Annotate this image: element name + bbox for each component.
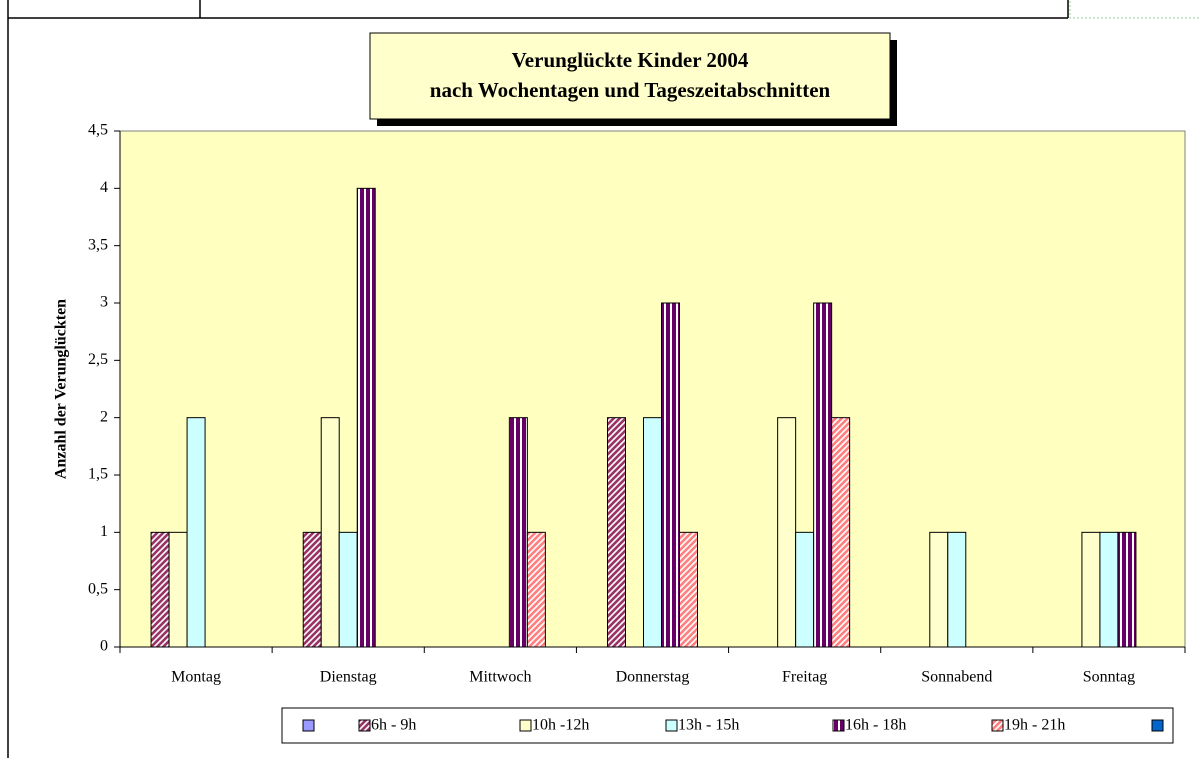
y-tick-label: 1,5 (88, 466, 108, 483)
bar (338, 531, 358, 648)
legend-label: 19h - 21h (1004, 717, 1065, 734)
bar (795, 531, 815, 648)
bar (356, 187, 376, 648)
bar (643, 417, 662, 648)
bar (929, 531, 949, 648)
legend-swatch (991, 719, 1004, 732)
bar (1081, 531, 1101, 648)
x-tick-label: Donnerstag (616, 669, 690, 686)
y-tick-label: 3,5 (88, 236, 108, 253)
bar (607, 417, 626, 648)
bar (186, 417, 206, 648)
y-tick-label: 3 (100, 294, 108, 311)
y-tick-label: 4,5 (88, 122, 108, 139)
legend-label: 13h - 15h (678, 717, 739, 734)
bar (320, 417, 340, 648)
legend-swatch (302, 719, 315, 732)
legend-swatch (665, 719, 678, 732)
title-box (369, 32, 891, 120)
y-tick-label: 1 (100, 523, 108, 540)
legend-label: 10h -12h (532, 717, 589, 734)
bar (813, 302, 833, 648)
chart-title: nach Wochentagen und Tageszeitabschnitte… (430, 78, 831, 102)
bar (661, 302, 680, 648)
bar (831, 417, 851, 648)
sheet-frame (7, 0, 1200, 758)
legend-label: 6h - 9h (371, 717, 416, 734)
legend-label: 16h - 18h (845, 717, 906, 734)
y-tick-label: 2,5 (88, 351, 108, 368)
bar (302, 531, 322, 648)
legend-swatch (1151, 719, 1164, 732)
legend-swatch (358, 719, 371, 732)
legend-swatch (519, 719, 532, 732)
bar (777, 417, 797, 648)
y-tick-label: 0,5 (88, 580, 108, 597)
x-tick-label: Sonnabend (921, 669, 992, 686)
y-axis-label: Anzahl der Verunglückten (53, 299, 70, 479)
bar (679, 531, 698, 648)
bar (150, 531, 170, 648)
x-tick-label: Dienstag (320, 669, 377, 686)
y-tick-label: 0 (100, 638, 108, 655)
legend-box (281, 707, 1174, 744)
bar (526, 531, 546, 648)
y-tick-label: 4 (100, 179, 108, 196)
x-tick-label: Mittwoch (469, 669, 531, 686)
bar (1099, 531, 1119, 648)
x-tick-label: Sonntag (1083, 669, 1135, 686)
chart-title: Verunglückte Kinder 2004 (512, 48, 749, 72)
bar (947, 531, 967, 648)
x-tick-label: Freitag (782, 669, 827, 686)
bar (508, 417, 528, 648)
legend-swatch (832, 719, 845, 732)
bar (168, 531, 188, 648)
y-tick-label: 2 (100, 408, 108, 425)
x-tick-label: Montag (171, 669, 221, 686)
bar (1117, 531, 1137, 648)
